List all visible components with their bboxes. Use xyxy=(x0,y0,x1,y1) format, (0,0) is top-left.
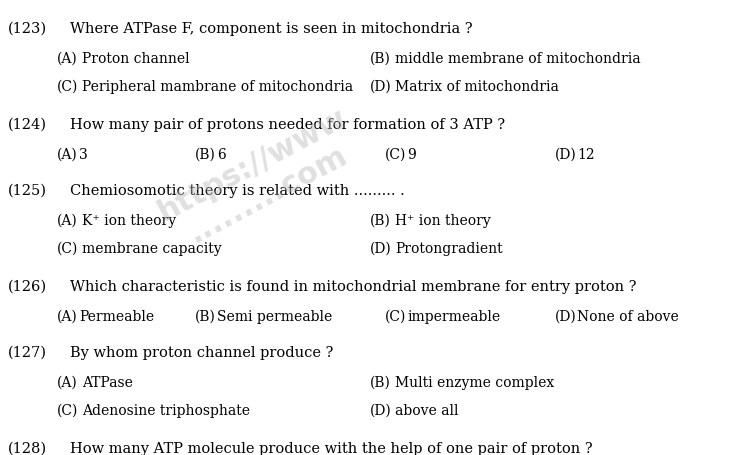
Text: (D): (D) xyxy=(555,310,577,324)
Text: K⁺ ion theory: K⁺ ion theory xyxy=(82,214,176,228)
Text: By whom proton channel produce ?: By whom proton channel produce ? xyxy=(70,346,333,360)
Text: (A): (A) xyxy=(57,214,78,228)
Text: Adenosine triphosphate: Adenosine triphosphate xyxy=(82,404,250,418)
Text: (A): (A) xyxy=(57,310,78,324)
Text: (128): (128) xyxy=(8,442,47,455)
Text: How many ATP molecule produce with the help of one pair of proton ?: How many ATP molecule produce with the h… xyxy=(70,442,593,455)
Text: (C): (C) xyxy=(57,404,79,418)
Text: middle membrane of mitochondria: middle membrane of mitochondria xyxy=(395,52,640,66)
Text: 3: 3 xyxy=(79,148,88,162)
Text: (B): (B) xyxy=(370,52,391,66)
Text: Semi permeable: Semi permeable xyxy=(217,310,332,324)
Text: (127): (127) xyxy=(8,346,47,360)
Text: H⁺ ion theory: H⁺ ion theory xyxy=(395,214,490,228)
Text: How many pair of protons needed for formation of 3 ATP ?: How many pair of protons needed for form… xyxy=(70,118,505,132)
Text: (D): (D) xyxy=(555,148,577,162)
Text: (124): (124) xyxy=(8,118,47,132)
Text: 12: 12 xyxy=(577,148,594,162)
Text: Peripheral mambrane of mitochondria: Peripheral mambrane of mitochondria xyxy=(82,80,353,94)
Text: (C): (C) xyxy=(385,148,407,162)
Text: https://www
.........com: https://www .........com xyxy=(153,103,367,257)
Text: 6: 6 xyxy=(217,148,226,162)
Text: (A): (A) xyxy=(57,148,78,162)
Text: Permeable: Permeable xyxy=(79,310,154,324)
Text: Multi enzyme complex: Multi enzyme complex xyxy=(395,376,554,390)
Text: impermeable: impermeable xyxy=(407,310,500,324)
Text: Proton channel: Proton channel xyxy=(82,52,190,66)
Text: Where ATPase F, component is seen in mitochondria ?: Where ATPase F, component is seen in mit… xyxy=(70,22,473,36)
Text: (D): (D) xyxy=(370,404,392,418)
Text: None of above: None of above xyxy=(577,310,679,324)
Text: (A): (A) xyxy=(57,376,78,390)
Text: (B): (B) xyxy=(370,214,391,228)
Text: above all: above all xyxy=(395,404,459,418)
Text: (B): (B) xyxy=(195,310,216,324)
Text: (C): (C) xyxy=(57,80,79,94)
Text: (126): (126) xyxy=(8,280,47,294)
Text: (A): (A) xyxy=(57,52,78,66)
Text: Matrix of mitochondria: Matrix of mitochondria xyxy=(395,80,559,94)
Text: (C): (C) xyxy=(385,310,407,324)
Text: (123): (123) xyxy=(8,22,47,36)
Text: (D): (D) xyxy=(370,242,392,256)
Text: (B): (B) xyxy=(195,148,216,162)
Text: 9: 9 xyxy=(407,148,416,162)
Text: (B): (B) xyxy=(370,376,391,390)
Text: (C): (C) xyxy=(57,242,79,256)
Text: Which characteristic is found in mitochondrial membrane for entry proton ?: Which characteristic is found in mitocho… xyxy=(70,280,637,294)
Text: ATPase: ATPase xyxy=(82,376,133,390)
Text: membrane capacity: membrane capacity xyxy=(82,242,222,256)
Text: Protongradient: Protongradient xyxy=(395,242,502,256)
Text: Chemiosomotic theory is related with ......... .: Chemiosomotic theory is related with ...… xyxy=(70,184,404,198)
Text: (125): (125) xyxy=(8,184,47,198)
Text: (D): (D) xyxy=(370,80,392,94)
